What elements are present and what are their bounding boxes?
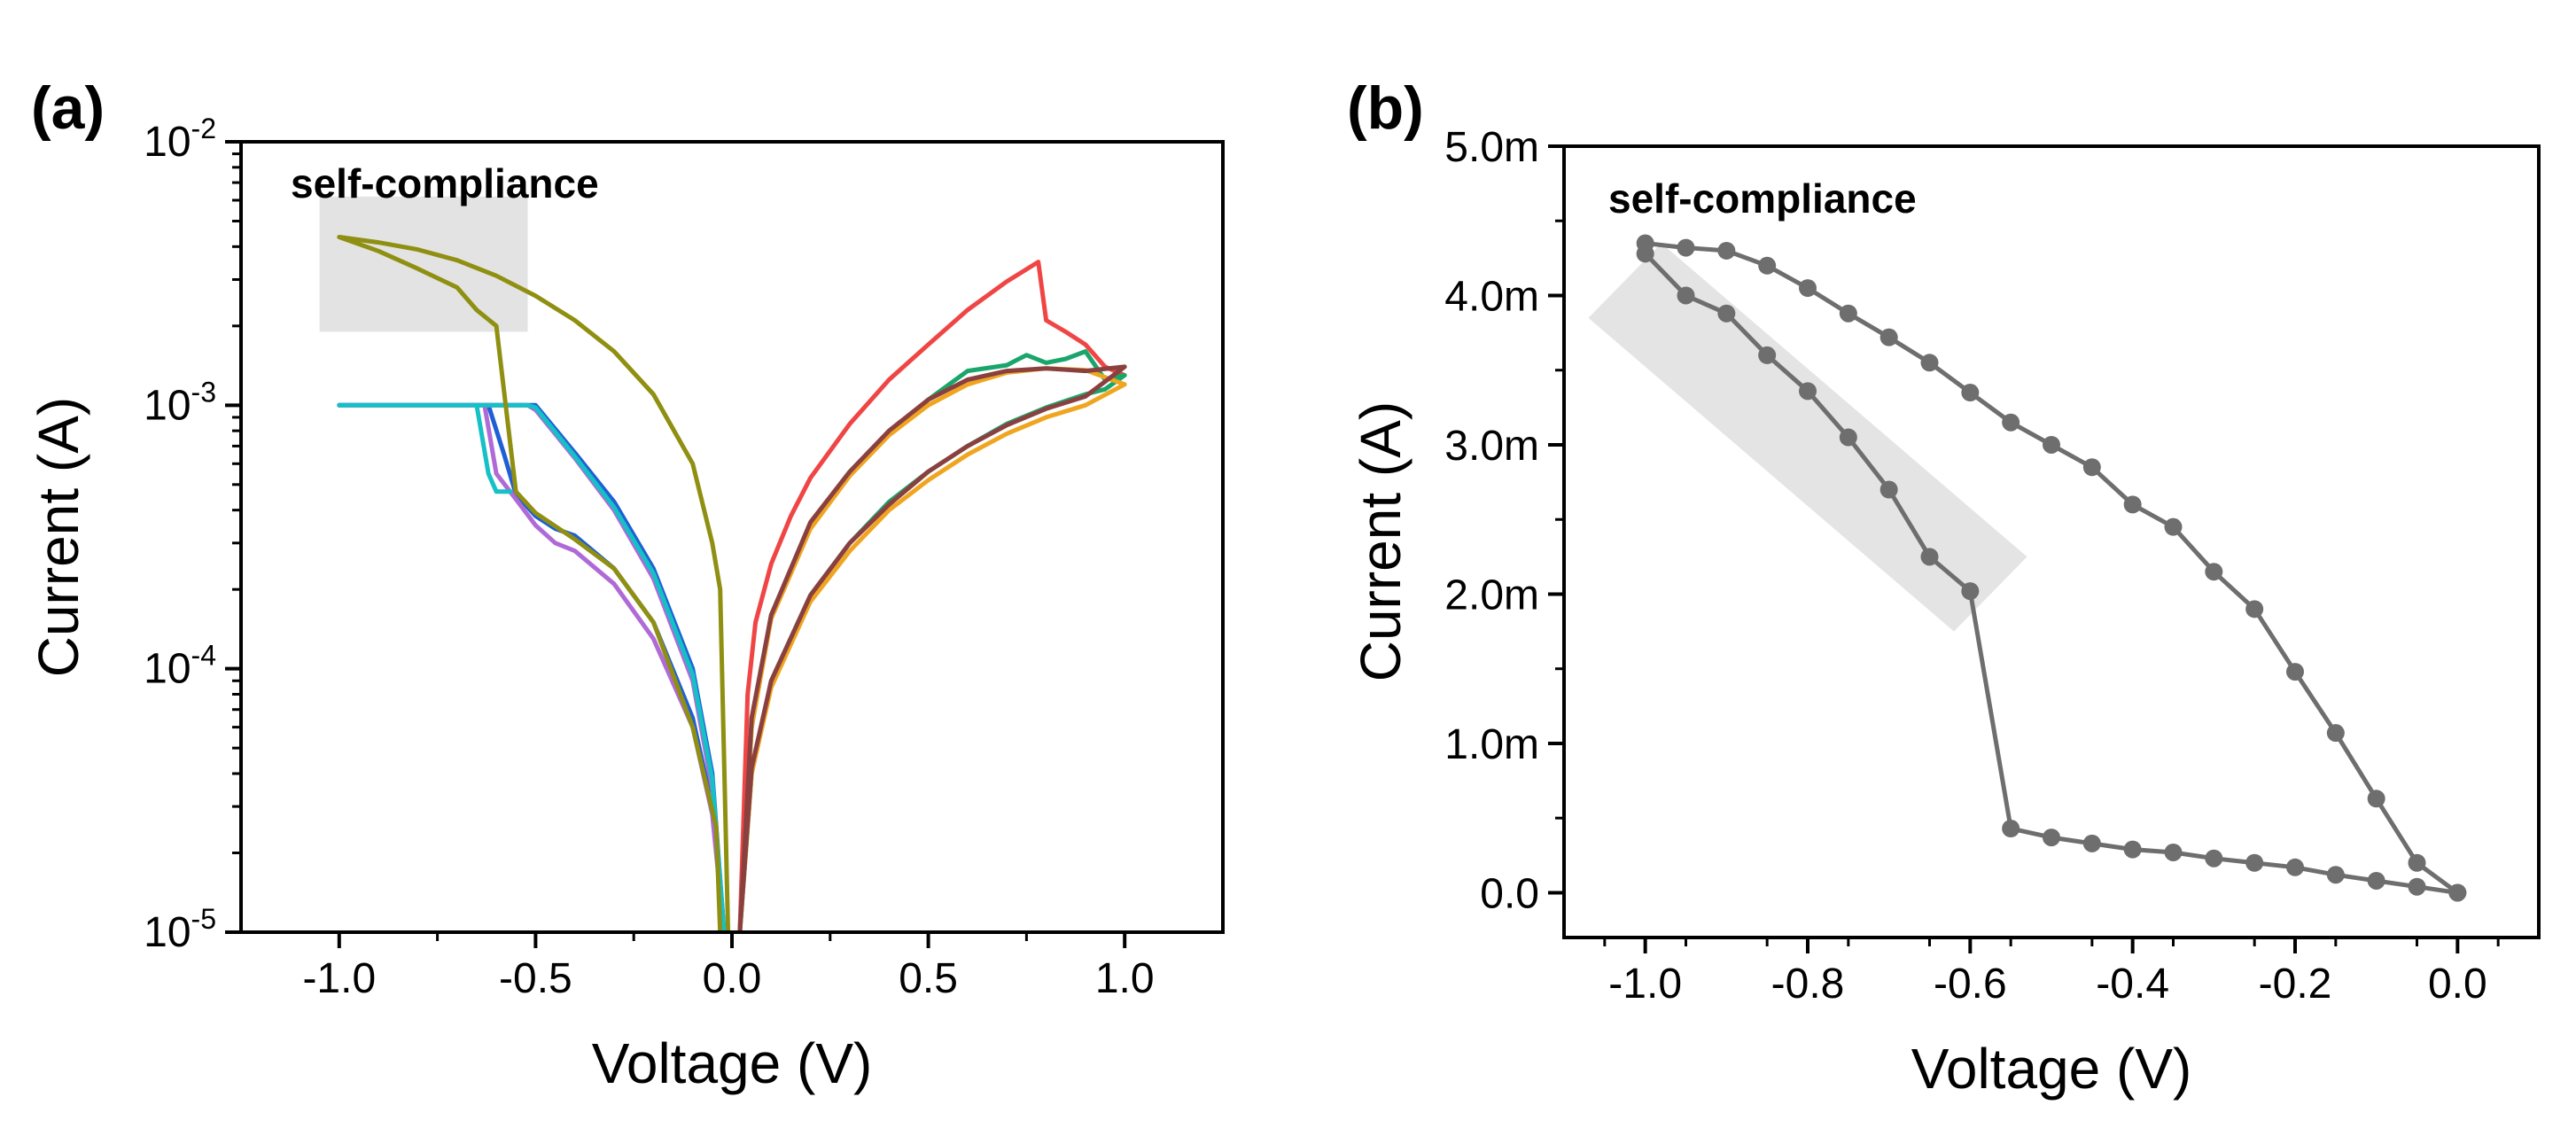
- x-tick-label-b: -0.4: [2096, 961, 2169, 1008]
- data-point: [2286, 663, 2304, 681]
- y-tick-label-b: 5.0m: [1444, 124, 1539, 171]
- data-point: [2245, 853, 2264, 872]
- x-tick-label-a: 0.0: [703, 955, 762, 1002]
- data-point: [1961, 384, 1980, 402]
- data-point: [2164, 843, 2183, 861]
- data-point: [1879, 480, 1898, 499]
- y-axis-title-b: Current (A): [1349, 401, 1413, 682]
- data-point: [2408, 853, 2426, 872]
- data-point: [2082, 834, 2101, 852]
- x-tick-label-a: 1.0: [1095, 955, 1155, 1002]
- self-compliance-region-a: [319, 196, 528, 332]
- y-tick-label-a: 10-2: [144, 113, 216, 166]
- data-point: [1758, 256, 1777, 275]
- data-point: [2326, 866, 2345, 884]
- y-tick-label-a: 10-5: [144, 903, 216, 956]
- panel-b-label: (b): [1347, 74, 1424, 142]
- panel-a: (a) -1.0 -0.5 0.0 0.5 1.0 10-5 10-4 10-3 10-2 s…: [27, 74, 1225, 1095]
- data-point: [2408, 877, 2426, 896]
- y-tick-label-b: 0.0: [1480, 870, 1539, 917]
- data-point: [2123, 495, 2142, 514]
- data-point: [2164, 517, 2183, 536]
- annotation-self-compliance-a: self-compliance: [291, 160, 599, 206]
- data-point: [1677, 286, 1695, 305]
- annotation-self-compliance-b: self-compliance: [1608, 175, 1917, 222]
- data-point: [1839, 304, 1857, 323]
- series-cyan-line: [337, 402, 727, 933]
- y-tick-label-b: 3.0m: [1444, 423, 1539, 470]
- y-tick-label-b: 1.0m: [1444, 721, 1539, 768]
- data-point: [1961, 582, 1980, 601]
- data-point: [2082, 458, 2101, 477]
- data-point: [1717, 304, 1736, 323]
- data-point: [1677, 238, 1695, 257]
- data-point: [2286, 858, 2304, 876]
- data-point: [2448, 883, 2467, 902]
- y-tick-label-a: 10-3: [144, 376, 216, 429]
- y-tick-label-b: 4.0m: [1444, 273, 1539, 320]
- data-point: [2326, 724, 2345, 743]
- x-axis-title-b: Voltage (V): [1911, 1037, 2192, 1101]
- self-compliance-region-b: [1588, 243, 2027, 632]
- x-tick-label-b: -1.0: [1608, 961, 1682, 1008]
- y-tick-label-b: 2.0m: [1444, 572, 1539, 619]
- series-red-line: [737, 260, 1126, 933]
- series-violet-line: [337, 402, 727, 933]
- data-point: [2043, 829, 2060, 847]
- data-point: [2245, 600, 2264, 619]
- data-point: [2367, 871, 2385, 890]
- x-tick-label-a: 0.5: [899, 955, 958, 1002]
- data-point: [2043, 435, 2060, 454]
- data-point: [1799, 382, 1817, 401]
- x-tick-label-a: -1.0: [302, 955, 376, 1002]
- data-point: [1799, 279, 1817, 298]
- data-point: [2002, 413, 2020, 432]
- data-point: [1758, 346, 1777, 364]
- data-point: [2205, 563, 2223, 581]
- data-point: [1717, 241, 1736, 260]
- series-brown-line: [737, 364, 1127, 933]
- data-point: [1636, 245, 1654, 263]
- data-point: [2123, 840, 2142, 859]
- data-point: [2002, 820, 2020, 838]
- series-olive-line: [337, 235, 731, 933]
- x-tick-label-b: -0.6: [1934, 961, 2007, 1008]
- series-orange-line: [737, 366, 1127, 933]
- x-tick-label-a: -0.5: [499, 955, 572, 1002]
- data-point: [2205, 849, 2223, 868]
- data-point: [2367, 790, 2385, 808]
- y-axis-title-a: Current (A): [27, 397, 90, 678]
- x-tick-label-b: -0.8: [1771, 961, 1845, 1008]
- data-point: [1920, 548, 1939, 566]
- data-point: [1879, 328, 1898, 346]
- panel-a-label: (a): [31, 74, 105, 142]
- x-axis-title-a: Voltage (V): [592, 1031, 873, 1095]
- x-tick-label-b: -0.2: [2259, 961, 2332, 1008]
- y-tick-label-a: 10-4: [144, 640, 216, 693]
- plot-b-frame: [1562, 144, 2541, 939]
- x-tick-label-b: 0.0: [2428, 961, 2487, 1008]
- data-point: [1920, 354, 1939, 372]
- panel-b: (b) -1.0 -0.8 -0.6 -0.4 -0.2 0.0 0.0 1.0m 2.0m 3…: [1347, 74, 2541, 1101]
- series-green-line: [737, 349, 1127, 933]
- data-point: [1839, 428, 1857, 447]
